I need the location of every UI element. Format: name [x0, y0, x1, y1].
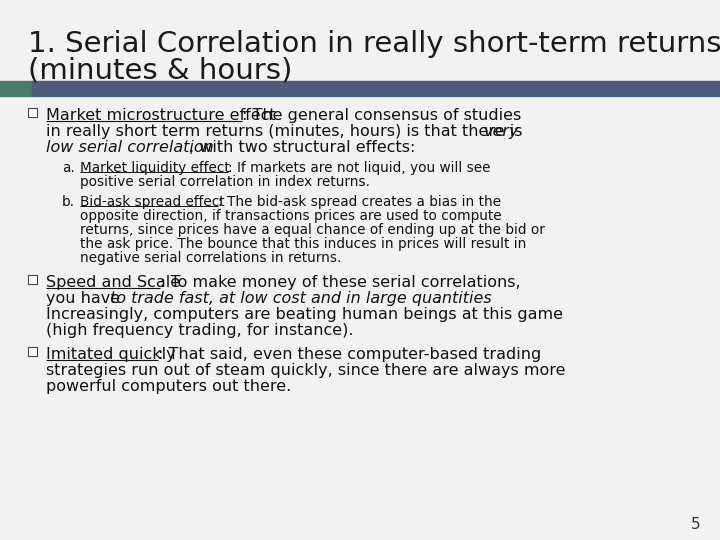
Text: very: very: [484, 124, 520, 139]
Text: b.: b.: [62, 195, 75, 209]
Text: in really short term returns (minutes, hours) is that there is: in really short term returns (minutes, h…: [46, 124, 528, 139]
Bar: [28, 275, 37, 284]
Bar: [28, 108, 37, 117]
Text: : The bid-ask spread creates a bias in the: : The bid-ask spread creates a bias in t…: [218, 195, 501, 209]
Text: 1. Serial Correlation in really short-term returns: 1. Serial Correlation in really short-te…: [28, 30, 720, 58]
Text: : To make money of these serial correlations,: : To make money of these serial correlat…: [160, 275, 521, 290]
Text: negative serial correlations in returns.: negative serial correlations in returns.: [80, 251, 341, 265]
Text: Bid-ask spread effect: Bid-ask spread effect: [80, 195, 225, 209]
Text: : If markets are not liquid, you will see: : If markets are not liquid, you will se…: [228, 161, 490, 175]
Text: Imitated quickly: Imitated quickly: [46, 347, 176, 362]
Text: positive serial correlation in index returns.: positive serial correlation in index ret…: [80, 175, 370, 189]
Text: strategies run out of steam quickly, since there are always more: strategies run out of steam quickly, sin…: [46, 363, 565, 378]
Text: : That said, even these computer-based trading: : That said, even these computer-based t…: [158, 347, 541, 362]
Text: : The general consensus of studies: : The general consensus of studies: [242, 108, 521, 123]
Text: .: .: [434, 291, 439, 306]
Text: you have: you have: [46, 291, 125, 306]
Text: Market liquidity effect: Market liquidity effect: [80, 161, 230, 175]
Text: 5: 5: [690, 517, 700, 532]
Text: the ask price. The bounce that this induces in prices will result in: the ask price. The bounce that this indu…: [80, 237, 526, 251]
Text: Speed and Scale: Speed and Scale: [46, 275, 180, 290]
Text: , with two structural effects:: , with two structural effects:: [189, 140, 415, 155]
Text: opposite direction, if transactions prices are used to compute: opposite direction, if transactions pric…: [80, 209, 502, 223]
Text: (minutes & hours): (minutes & hours): [28, 56, 292, 84]
Text: a.: a.: [62, 161, 75, 175]
Text: powerful computers out there.: powerful computers out there.: [46, 379, 292, 394]
Text: Market microstructure effect: Market microstructure effect: [46, 108, 276, 123]
Text: to trade fast, at low cost and in large quantities: to trade fast, at low cost and in large …: [110, 291, 492, 306]
Text: Increasingly, computers are beating human beings at this game: Increasingly, computers are beating huma…: [46, 307, 563, 322]
Text: (high frequency trading, for instance).: (high frequency trading, for instance).: [46, 323, 354, 338]
Text: returns, since prices have a equal chance of ending up at the bid or: returns, since prices have a equal chanc…: [80, 223, 545, 237]
Text: low serial correlation: low serial correlation: [46, 140, 214, 155]
Bar: [28, 347, 37, 356]
